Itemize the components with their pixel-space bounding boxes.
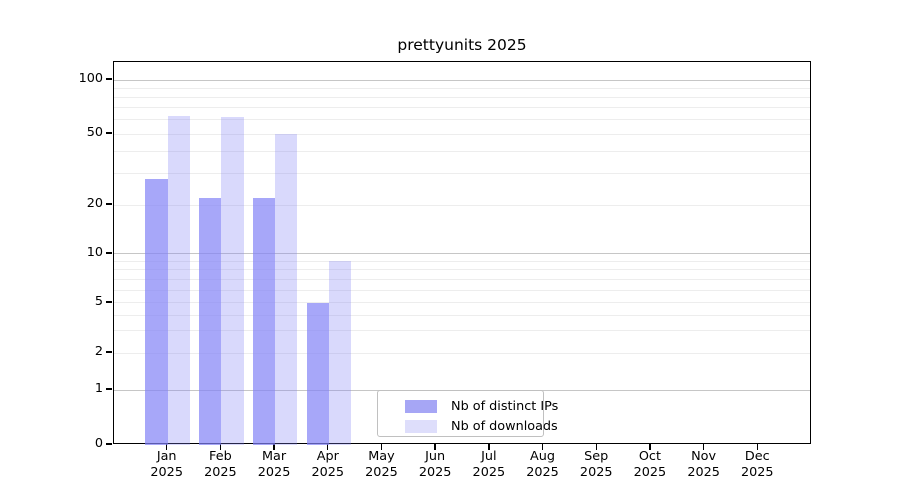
y-tick-mark: [106, 132, 112, 134]
legend-swatch-downloads: [405, 420, 437, 433]
x-tick-mark: [434, 444, 436, 450]
x-tick-mark: [595, 444, 597, 450]
gridline-minor: [114, 107, 810, 109]
y-tick-label: 10: [86, 244, 103, 260]
x-tick-mark: [541, 444, 544, 450]
y-tick-label: 0: [94, 436, 103, 451]
x-tick-mark: [380, 444, 383, 450]
y-tick-label: 50: [86, 125, 103, 140]
gridline-minor: [114, 119, 810, 121]
y-tick-mark: [106, 78, 112, 80]
gridline-minor: [114, 150, 810, 152]
gridline-minor: [114, 173, 810, 175]
chart-title: prettyunits 2025: [397, 36, 527, 54]
bar-distinct-ips-jan: [145, 178, 168, 445]
gridline-minor: [114, 278, 810, 280]
x-tick-label: Mar 2025: [257, 449, 291, 480]
gridline-minor: [114, 204, 810, 206]
gridline-major: [114, 253, 810, 255]
gridline-minor: [114, 302, 810, 304]
bar-distinct-ips-feb: [199, 197, 222, 445]
bar-downloads-feb: [221, 117, 244, 445]
x-tick-label: Nov 2025: [687, 449, 720, 480]
gridline-minor: [114, 289, 810, 291]
x-tick-label: Oct 2025: [633, 449, 667, 480]
y-tick-mark: [106, 252, 112, 254]
y-tick-label: 20: [86, 196, 103, 211]
gridline-minor: [114, 87, 810, 89]
x-tick-label: May 2025: [365, 449, 398, 480]
y-tick-label: 2: [94, 344, 103, 359]
y-tick-mark: [106, 443, 112, 445]
gridline-minor: [114, 260, 810, 262]
y-tick-mark: [106, 351, 112, 353]
x-tick-label: Aug 2025: [526, 449, 559, 480]
gridline-minor: [114, 352, 810, 354]
x-tick-label: Apr 2025: [311, 449, 345, 480]
x-tick-label: Dec 2025: [741, 449, 774, 480]
gridline-minor: [114, 269, 810, 271]
y-tick-label: 1: [94, 381, 103, 396]
gridline-major: [114, 79, 810, 81]
x-tick-label: Jun 2025: [418, 449, 452, 480]
x-tick-mark: [273, 444, 275, 450]
y-tick-label: 100: [78, 71, 103, 86]
x-tick-mark: [488, 444, 490, 450]
gridline-minor: [114, 330, 810, 332]
x-tick-mark: [327, 444, 329, 450]
x-tick-label: Jul 2025: [472, 449, 506, 480]
legend-label-downloads: Nb of downloads: [451, 419, 558, 434]
x-tick-mark: [756, 444, 758, 450]
y-tick-mark: [106, 388, 112, 390]
y-tick-mark: [106, 203, 112, 205]
gridline-minor: [114, 133, 810, 135]
legend-item-downloads: Nb of downloads: [378, 417, 558, 436]
y-tick-label: 5: [94, 293, 103, 309]
legend-item-distinct-ips: Nb of distinct IPs: [378, 397, 558, 416]
x-tick-mark: [702, 444, 705, 450]
gridline-minor: [114, 96, 810, 98]
x-tick-label: Sep 2025: [579, 449, 613, 480]
gridline-minor: [114, 314, 810, 316]
legend-label-distinct-ips: Nb of distinct IPs: [451, 399, 559, 414]
bar-downloads-apr: [328, 261, 351, 445]
y-tick-mark: [106, 301, 112, 303]
bar-downloads-jan: [167, 115, 190, 445]
x-tick-mark: [165, 444, 168, 450]
bar-downloads-mar: [275, 134, 298, 445]
bar-distinct-ips-mar: [252, 197, 276, 445]
x-tick-label: Jan 2025: [150, 449, 183, 480]
plot-area: [113, 61, 811, 445]
x-tick-label: Feb 2025: [204, 449, 237, 480]
x-tick-mark: [649, 444, 651, 450]
legend: Nb of distinct IPs Nb of downloads: [377, 390, 558, 437]
legend-swatch-distinct-ips: [405, 400, 437, 413]
x-tick-mark: [219, 444, 222, 450]
bar-distinct-ips-apr: [306, 302, 329, 445]
